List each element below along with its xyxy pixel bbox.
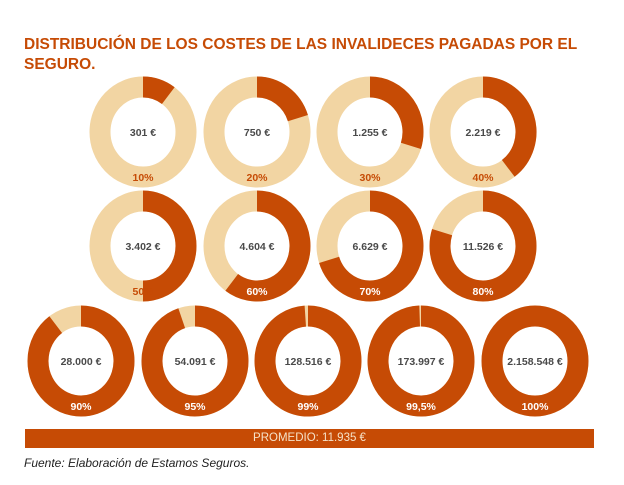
chart-title: DISTRIBUCIÓN DE LOS COSTES DE LAS INVALI…: [24, 36, 577, 73]
donut-value-label: 6.629 €: [352, 241, 387, 253]
donut-share: [256, 76, 308, 122]
donut-percent-label: 70%: [359, 286, 381, 298]
donut-percent-label: 40%: [472, 172, 494, 184]
donut-share: [141, 305, 249, 417]
donut-percent-label: 95%: [184, 401, 206, 413]
donut-share: [429, 190, 537, 302]
donut-percent-label: 30%: [359, 172, 381, 184]
donut-share: [482, 76, 537, 177]
donut-share: [142, 76, 175, 105]
donut-percent-label: 80%: [472, 286, 494, 298]
donut-value-label: 1.255 €: [352, 127, 387, 139]
donut-percent-label: 99%: [297, 401, 319, 413]
donut-percent-label: 60%: [246, 286, 268, 298]
donut-share: [319, 190, 424, 302]
donut-value-label: 4.604 €: [239, 241, 274, 253]
donut-share: [142, 190, 197, 302]
donut-share: [369, 76, 424, 150]
donut-percent-label: 90%: [70, 401, 92, 413]
donut-share: [27, 305, 135, 417]
average-bar: PROMEDIO: 11.935 €: [25, 429, 594, 448]
donut-value-label: 128.516 €: [285, 356, 332, 368]
donut-value-label: 3.402 €: [125, 241, 160, 253]
donut-value-label: 2.158.548 €: [507, 356, 563, 368]
donut-value-label: 54.091 €: [175, 356, 216, 368]
donut-share: [481, 305, 589, 417]
donut-value-label: 301 €: [130, 127, 156, 139]
donut-share: [367, 305, 475, 417]
source-note: Fuente: Elaboración de Estamos Seguros.: [24, 456, 250, 470]
donut-value-label: 173.997 €: [398, 356, 445, 368]
donut-percent-label: 50%: [132, 286, 154, 298]
donut-value-label: 750 €: [244, 127, 270, 139]
donut-value-label: 28.000 €: [61, 356, 102, 368]
donut-percent-label: 99,5%: [406, 401, 436, 413]
donut-percent-label: 10%: [132, 172, 154, 184]
donut-percent-label: 100%: [522, 401, 550, 413]
donut-value-label: 2.219 €: [465, 127, 500, 139]
donut-percent-label: 20%: [246, 172, 268, 184]
donut-value-label: 11.526 €: [463, 241, 503, 253]
donut-share: [225, 190, 311, 302]
donut-share: [254, 305, 362, 417]
